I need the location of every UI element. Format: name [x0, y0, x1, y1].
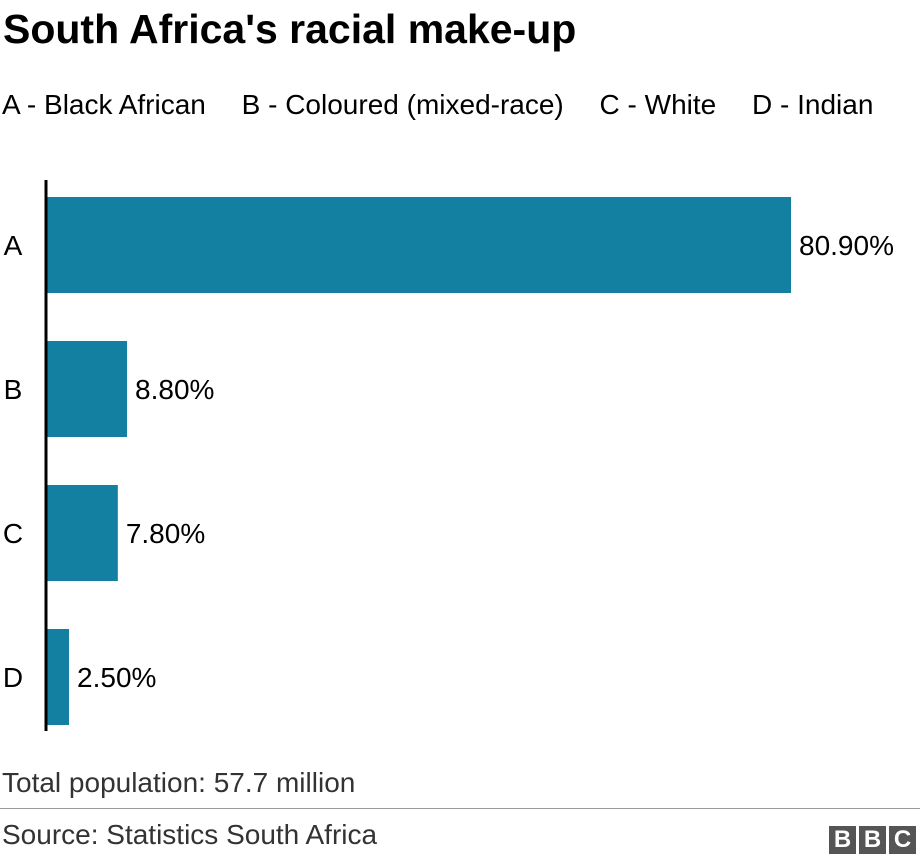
legend-item-c: C - White — [599, 89, 717, 120]
bar-chart: A 80.90% B 8.80% C 7.80% D 2.50% — [3, 180, 894, 731]
legend-item-b: B - Coloured (mixed-race) — [241, 89, 564, 120]
source-text: Source: Statistics South Africa — [2, 819, 378, 850]
legend-item-a: A - Black African — [2, 89, 206, 120]
footer-divider — [0, 808, 920, 809]
chart-title: South Africa's racial make-up — [3, 6, 577, 52]
value-label: 7.80% — [126, 518, 205, 549]
bbc-logo-letter: B — [829, 826, 856, 854]
category-label: D — [3, 662, 23, 693]
bbc-logo: B B C — [829, 826, 916, 854]
value-label: 80.90% — [799, 230, 894, 261]
value-label: 8.80% — [135, 374, 214, 405]
total-population-note: Total population: 57.7 million — [2, 767, 356, 798]
category-label: A — [4, 230, 23, 261]
bar-b — [46, 341, 128, 437]
bar-d — [46, 629, 70, 725]
value-label: 2.50% — [77, 662, 156, 693]
category-label: B — [4, 374, 23, 405]
bbc-logo-letter: C — [889, 826, 916, 854]
bar-a — [46, 197, 791, 293]
legend-item-d: D - Indian — [752, 89, 874, 120]
legend: A - Black African B - Coloured (mixed-ra… — [2, 84, 902, 126]
bbc-logo-letter: B — [859, 826, 886, 854]
bar-c — [46, 485, 118, 581]
category-label: C — [3, 518, 23, 549]
